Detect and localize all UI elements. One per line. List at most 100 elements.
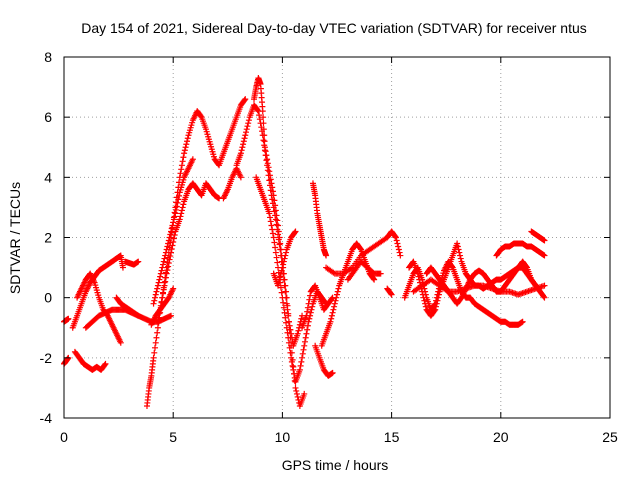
data-point [274,217,281,224]
data-point [270,234,277,241]
data-point [455,246,462,253]
data-point [165,237,172,244]
data-point [457,255,464,262]
data-point [298,358,305,365]
data-point [272,202,279,209]
data-point [272,207,279,214]
data-point [416,279,423,286]
data-point [415,273,422,280]
series-track-1 [61,315,72,325]
data-point [294,330,301,337]
data-point [302,334,309,341]
data-point [435,291,442,298]
data-point [323,252,330,259]
data-point [268,222,275,229]
data-point [163,270,170,277]
data-point [297,362,304,369]
data-point [243,126,250,133]
data-point [304,322,311,329]
data-point [433,303,440,310]
series-track-18 [299,282,336,331]
data-point [276,241,283,248]
data-point [263,157,270,164]
data-point [304,326,311,333]
data-point [168,249,175,256]
series-track-9 [143,96,249,409]
y-tick-label: 6 [44,109,52,125]
data-point [245,117,252,124]
data-point [279,264,286,271]
data-point [449,263,456,270]
data-point [541,252,548,259]
data-point [287,349,294,356]
series-track-17 [270,228,299,289]
data-point [154,282,161,289]
x-tick-label: 15 [384,429,400,445]
y-tick-label: -4 [40,410,53,426]
data-point [294,393,301,400]
x-tick-label: 20 [493,429,509,445]
data-point [283,319,290,326]
data-point [419,288,426,295]
data-point [283,249,290,256]
data-point [197,113,204,120]
data-point [329,369,336,376]
chart-title: Day 154 of 2021, Sidereal Day-to-day VTE… [81,20,587,36]
data-point [395,246,402,253]
data-point [166,256,173,263]
data-point [243,129,249,136]
data-point [256,116,263,123]
data-point [159,264,166,271]
data-point [388,291,395,298]
data-point [432,306,439,313]
data-point [541,237,548,244]
data-point [301,338,308,345]
data-point [395,243,402,250]
data-point [284,302,291,309]
data-point [273,254,280,261]
data-point [277,246,284,253]
data-point [260,126,267,133]
data-point [159,294,166,301]
data-point [184,135,191,142]
data-point [328,312,335,319]
x-tick-label: 25 [602,429,618,445]
data-point [179,204,186,211]
data-point [240,138,247,145]
data-point [292,384,299,391]
data-point [189,156,196,163]
data-point [334,288,341,295]
data-point [267,214,274,221]
data-point [290,366,297,373]
data-point [241,135,248,142]
data-point [272,244,279,251]
data-point [261,144,268,151]
data-point [420,294,427,301]
data-point [164,243,171,250]
data-point [170,216,177,223]
series-track-30 [528,228,548,244]
data-point [284,329,291,336]
y-tick-label: 0 [44,290,52,306]
series-track-23 [344,258,384,283]
data-point [170,219,177,226]
data-point [305,300,312,307]
data-point [241,97,248,104]
data-point [237,150,244,157]
data-point [174,199,181,206]
series-track-20 [312,342,336,379]
data-point [335,285,342,292]
data-point [276,276,283,283]
data-point [306,296,313,303]
data-point [370,275,377,282]
data-point [286,344,293,351]
data-point [293,387,300,394]
data-point [414,270,421,277]
data-point [387,290,394,297]
data-point [170,235,177,242]
data-point [158,267,165,274]
data-point [157,270,164,277]
data-point [281,255,288,262]
series-track-2 [61,354,72,367]
